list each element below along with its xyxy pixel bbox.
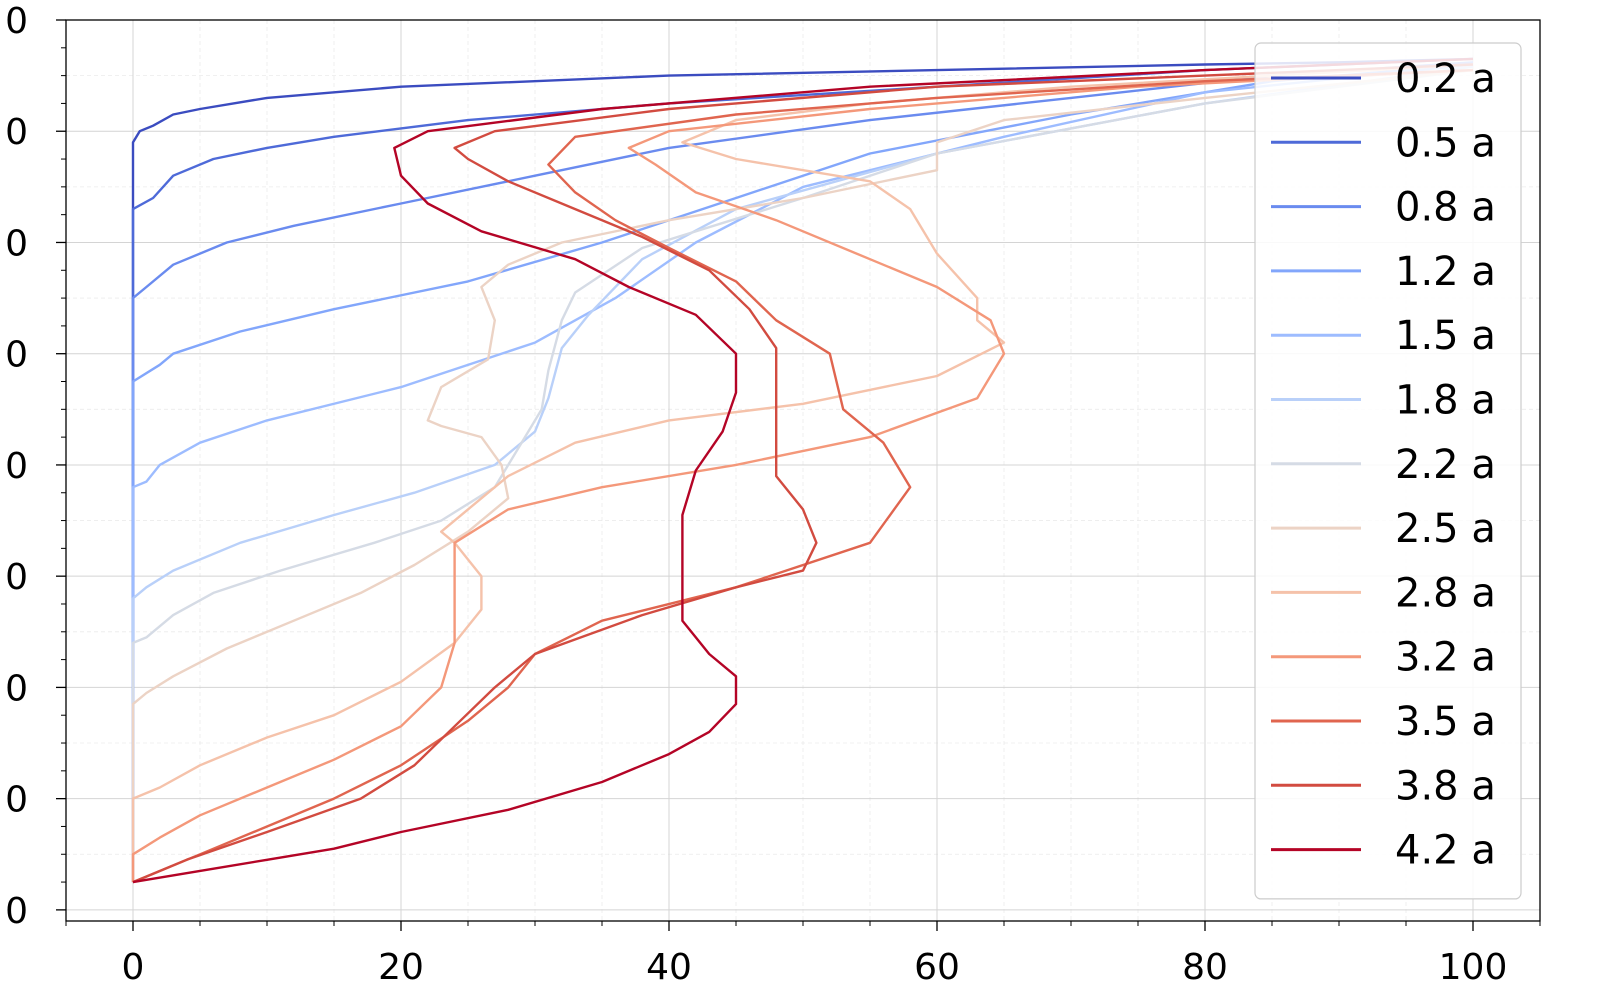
series-line-12 xyxy=(132,57,1474,884)
y-tick-label: 0 xyxy=(5,335,28,376)
legend-box xyxy=(1254,42,1522,900)
legend-label: 3.2 a xyxy=(1395,635,1496,681)
y-tick-label: 0 xyxy=(5,668,28,709)
series-line-10 xyxy=(132,68,1474,884)
legend-label: 2.2 a xyxy=(1395,442,1496,488)
series-line-3 xyxy=(131,63,1474,883)
series-line-9 xyxy=(131,68,1474,883)
legend-label: 4.2 a xyxy=(1395,828,1496,874)
y-tick-label: 0 xyxy=(5,1,28,42)
y-tick-label: 0 xyxy=(5,223,28,264)
legend-label: 0.8 a xyxy=(1395,185,1496,231)
legend-label: 2.5 a xyxy=(1395,506,1496,552)
axis-layer: 0 20 40 60 80 100 0 0 0 0 0 0 0 0 0 xyxy=(5,1,1541,988)
legend-label: 1.2 a xyxy=(1395,249,1496,295)
y-tick-label: 0 xyxy=(5,112,28,153)
x-tick-label: 80 xyxy=(1182,947,1228,988)
series-line-8 xyxy=(131,63,1474,883)
x-tick-label: 0 xyxy=(122,947,145,988)
series-line-4 xyxy=(131,63,1474,883)
legend-label: 1.5 a xyxy=(1395,313,1496,359)
series-layer xyxy=(131,57,1474,884)
legend: 0.2 a 0.5 a 0.8 a 1.2 a 1.5 a 1.8 a 2.2 a 2.5 a… xyxy=(1254,42,1522,900)
x-tick-label: 40 xyxy=(646,947,692,988)
legend-label: 3.8 a xyxy=(1395,763,1496,809)
legend-label: 3.5 a xyxy=(1395,699,1496,745)
x-tick-label: 20 xyxy=(378,947,424,988)
series-line-0 xyxy=(131,57,1474,883)
series-line-7 xyxy=(131,68,1474,883)
series-line-5 xyxy=(131,65,1474,883)
y-tick-label: 0 xyxy=(5,557,28,598)
series-line-11 xyxy=(132,63,1474,884)
legend-label: 2.8 a xyxy=(1395,570,1496,616)
legend-label: 0.2 a xyxy=(1395,56,1496,102)
y-tick-label: 0 xyxy=(5,446,28,487)
series-line-2 xyxy=(131,61,1474,883)
x-tick-label: 60 xyxy=(914,947,960,988)
y-tick-label: 0 xyxy=(5,891,28,932)
legend-label: 1.8 a xyxy=(1395,378,1496,424)
y-tick-label: 0 xyxy=(5,780,28,821)
x-tick-label: 100 xyxy=(1439,947,1508,988)
legend-label: 0.5 a xyxy=(1395,120,1496,166)
